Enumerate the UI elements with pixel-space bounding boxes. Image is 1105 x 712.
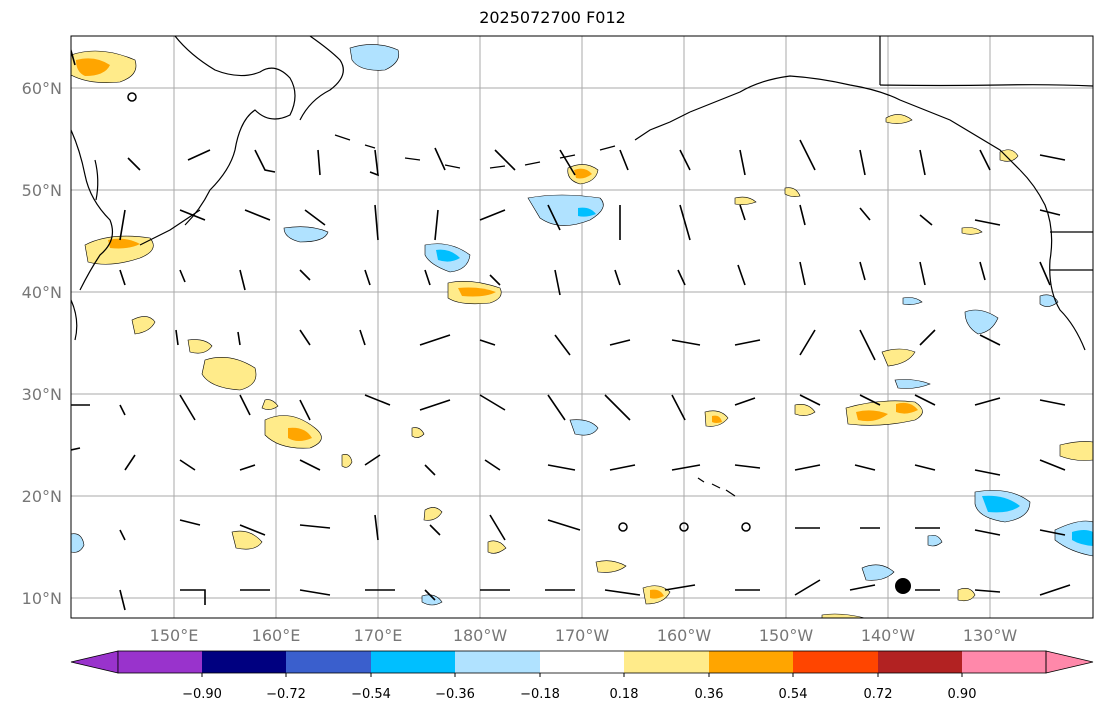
colorbar-tick-label: 0.72: [864, 687, 893, 702]
colorbar-segment: [709, 651, 793, 673]
colorbar-tick-label: 0.90: [948, 687, 977, 702]
lon-label-140w: 140°W: [861, 626, 916, 645]
lat-label-20n: 20°N: [22, 487, 62, 506]
colorbar-tick-labels: −0.90 −0.72 −0.54 −0.36 −0.18 0.18 0.36 …: [182, 687, 976, 702]
lon-label-160w: 160°W: [657, 626, 712, 645]
station-marker: [895, 578, 911, 594]
map-frame: [70, 35, 1094, 619]
lat-label-40n: 40°N: [22, 283, 62, 302]
lon-label-150e: 150°E: [150, 626, 199, 645]
colorbar-arrow-left: [70, 650, 119, 674]
negative-anomaly-regions: [71, 44, 1093, 606]
longitude-labels: 150°E 160°E 170°E 180°W 170°W 160°W 150°…: [150, 626, 1018, 645]
positive-anomaly-regions: [71, 50, 1093, 618]
colorbar-tick-label: 0.54: [779, 687, 808, 702]
lat-label-60n: 60°N: [22, 79, 62, 98]
colorbar-tick-label: 0.18: [610, 687, 639, 702]
lon-label-170w: 170°W: [555, 626, 610, 645]
lat-label-50n: 50°N: [22, 181, 62, 200]
lon-label-160e: 160°E: [252, 626, 301, 645]
colorbar-segment: [371, 651, 455, 673]
colorbar-segment: [962, 651, 1046, 673]
colorbar-segment: [286, 651, 371, 673]
colorbar-segment: [793, 651, 878, 673]
lon-label-180w: 180°W: [453, 626, 508, 645]
wind-barbs: [71, 47, 1071, 611]
colorbar-segment: [540, 651, 624, 673]
colorbar-arrow-right: [1045, 650, 1094, 674]
coastlines: [71, 36, 1093, 497]
colorbar-segment: [455, 651, 540, 673]
colorbar-segment: [878, 651, 962, 673]
colorbar-segment: [624, 651, 709, 673]
lon-label-150w: 150°W: [759, 626, 814, 645]
colorbar-tick-label: −0.18: [520, 687, 560, 702]
colorbar: [70, 650, 1094, 677]
colorbar-tick-label: −0.54: [351, 687, 391, 702]
gridlines: [71, 36, 1093, 618]
colorbar-frame: [117, 650, 1047, 674]
latitude-labels: 60°N 50°N 40°N 30°N 20°N 10°N: [22, 79, 62, 608]
lon-label-170e: 170°E: [354, 626, 403, 645]
colorbar-tick-label: −0.72: [266, 687, 306, 702]
colorbar-segment: [118, 651, 202, 673]
map-content: [71, 36, 1093, 618]
map-title: 2025072700 F012: [479, 8, 626, 27]
colorbar-tick-label: 0.36: [695, 687, 724, 702]
lat-label-10n: 10°N: [22, 589, 62, 608]
colorbar-tick-label: −0.90: [182, 687, 222, 702]
calm-wind-markers: [127, 92, 751, 532]
colorbar-tick-label: −0.36: [435, 687, 475, 702]
colorbar-segment: [202, 651, 286, 673]
lat-label-30n: 30°N: [22, 385, 62, 404]
lon-label-130w: 130°W: [963, 626, 1018, 645]
